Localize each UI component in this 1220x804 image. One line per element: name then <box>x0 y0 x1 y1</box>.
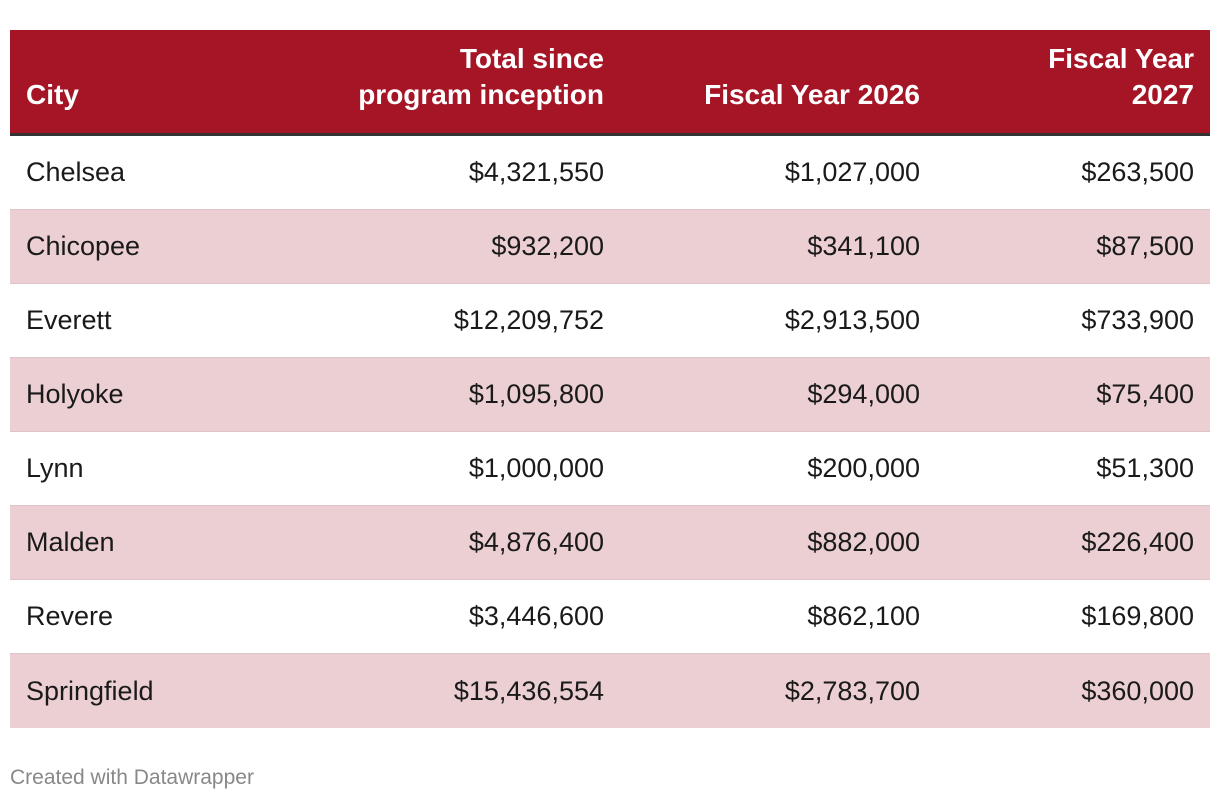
cell-total: $1,095,800 <box>468 379 604 409</box>
cell-total: $1,000,000 <box>468 453 604 483</box>
cell-fy2027: $360,000 <box>1081 675 1194 706</box>
table-row: Chelsea $4,321,550 $1,027,000 $263,500 <box>10 136 1210 210</box>
table-row: Springfield $15,436,554 $2,783,700 $360,000 <box>10 654 1210 728</box>
cell-total: $12,209,752 <box>453 305 604 335</box>
table-header: City Total since program inception Fisca… <box>10 30 1210 136</box>
header-city-label: City <box>26 79 79 110</box>
table-row: Revere $3,446,600 $862,100 $169,800 <box>10 580 1210 654</box>
cell-total: $3,446,600 <box>468 601 604 631</box>
cell-city: Lynn <box>26 453 84 483</box>
cell-city: Everett <box>26 305 112 335</box>
cell-fy2026: $2,783,700 <box>784 675 920 706</box>
table-row: Holyoke $1,095,800 $294,000 $75,400 <box>10 358 1210 432</box>
cell-fy2026: $1,027,000 <box>784 157 920 187</box>
cell-fy2026: $862,100 <box>807 601 920 631</box>
cell-city: Chicopee <box>26 231 141 261</box>
cell-total: $15,436,554 <box>453 675 604 706</box>
cell-fy2026: $341,100 <box>807 231 920 261</box>
cell-city: Chelsea <box>26 157 126 187</box>
header-city: City <box>10 77 310 113</box>
cell-fy2027: $87,500 <box>1096 231 1194 261</box>
cell-fy2026: $200,000 <box>807 453 920 483</box>
cell-fy2026: $882,000 <box>807 527 920 557</box>
table-body: Chelsea $4,321,550 $1,027,000 $263,500 Chico… <box>10 136 1210 728</box>
cell-fy2027: $75,400 <box>1096 379 1194 409</box>
cell-city: Malden <box>26 527 115 557</box>
table-row: Malden $4,876,400 $882,000 $226,400 <box>10 506 1210 580</box>
cell-fy2027: $226,400 <box>1081 527 1194 557</box>
cell-fy2027: $169,800 <box>1081 601 1194 631</box>
header-fy2027-label: Fiscal Year 2027 <box>1048 43 1194 110</box>
cell-total: $4,321,550 <box>468 157 604 187</box>
table-row: Chicopee $932,200 $341,100 $87,500 <box>10 210 1210 284</box>
footer-credit: Created with Datawrapper <box>10 766 254 789</box>
header-fy2026: Fiscal Year 2026 <box>604 77 920 113</box>
header-total: Total since program inception <box>310 41 604 113</box>
header-fy2027: Fiscal Year 2027 <box>920 41 1194 113</box>
data-table: City Total since program inception Fisca… <box>10 30 1210 728</box>
cell-fy2026: $2,913,500 <box>784 305 920 335</box>
table-row: Lynn $1,000,000 $200,000 $51,300 <box>10 432 1210 506</box>
cell-fy2027: $51,300 <box>1096 453 1194 483</box>
cell-city: Holyoke <box>26 379 124 409</box>
cell-fy2026: $294,000 <box>807 379 920 409</box>
cell-total: $932,200 <box>491 231 604 261</box>
table-row: Everett $12,209,752 $2,913,500 $733,900 <box>10 284 1210 358</box>
cell-city: Springfield <box>26 675 154 706</box>
cell-city: Revere <box>26 601 114 631</box>
header-total-label: Total since program inception <box>358 43 604 110</box>
cell-fy2027: $733,900 <box>1081 305 1194 335</box>
cell-fy2027: $263,500 <box>1081 157 1194 187</box>
cell-total: $4,876,400 <box>468 527 604 557</box>
header-fy2026-label: Fiscal Year 2026 <box>704 79 920 110</box>
